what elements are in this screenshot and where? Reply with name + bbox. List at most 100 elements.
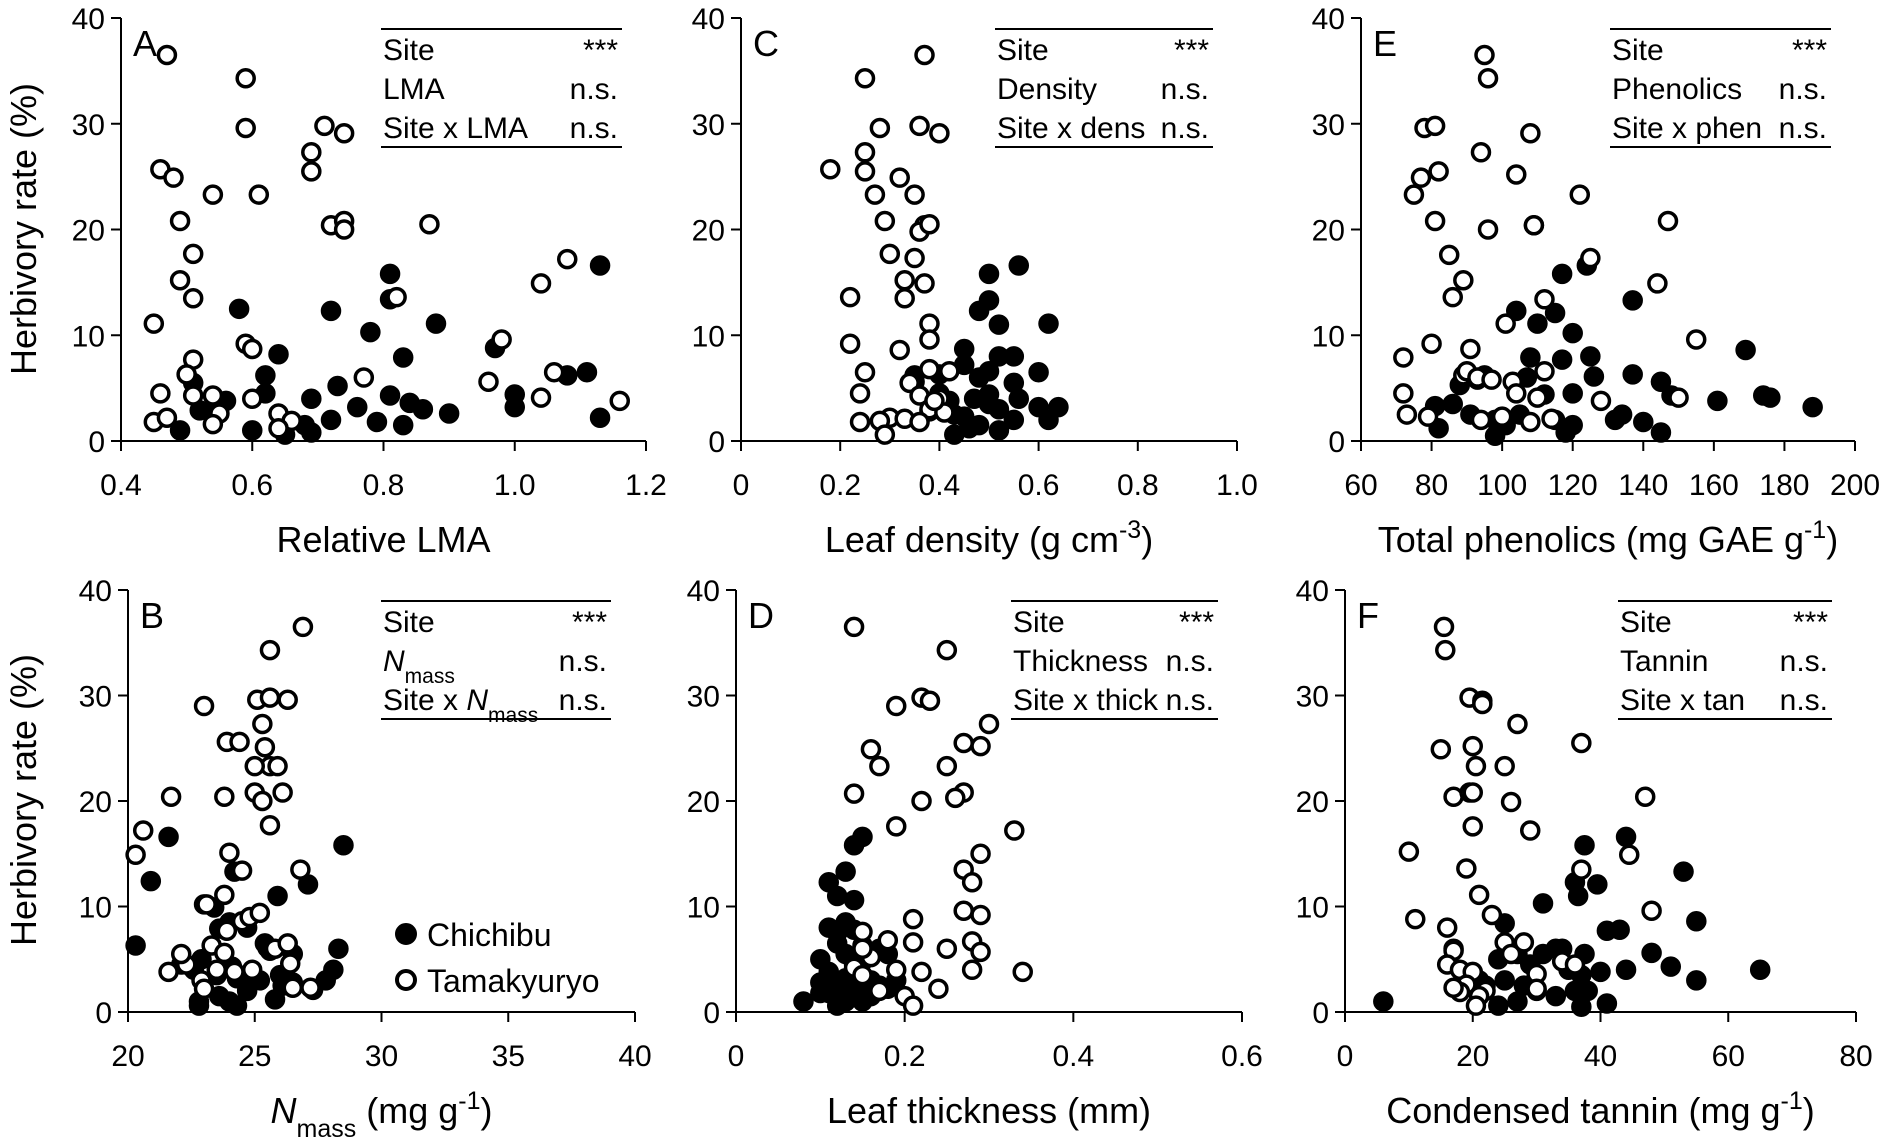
- x-tick-label: 0.8: [1117, 469, 1159, 502]
- point-tamakyuryo: [953, 900, 974, 921]
- point-chichibu: [1562, 322, 1583, 344]
- x-axis-label: Total phenolics (mg GAE g-1): [1378, 516, 1838, 560]
- point-chichibu: [347, 396, 368, 418]
- x-tick-label: 30: [365, 1040, 398, 1073]
- point-tamakyuryo: [924, 390, 945, 412]
- point-tamakyuryo: [1491, 406, 1513, 427]
- x-tick-label: 0.6: [231, 469, 273, 502]
- point-tamakyuryo: [1460, 338, 1481, 360]
- point-tamakyuryo: [231, 860, 253, 881]
- point-tamakyuryo: [849, 411, 871, 433]
- point-tamakyuryo: [419, 213, 440, 235]
- point-tamakyuryo: [1472, 693, 1493, 715]
- point-chichibu: [1615, 826, 1637, 848]
- point-tamakyuryo: [143, 313, 165, 334]
- point-tamakyuryo: [909, 411, 930, 433]
- y-axis-label-top: Herbivory rate (%): [3, 83, 44, 375]
- y-tick-label: 0: [88, 426, 105, 459]
- point-tamakyuryo: [970, 904, 991, 926]
- point-tamakyuryo: [1481, 369, 1502, 390]
- point-chichibu: [1373, 991, 1394, 1012]
- point-chichibu: [978, 360, 1000, 382]
- panel-letter: E: [1373, 23, 1397, 64]
- point-chichibu: [1532, 943, 1554, 965]
- point-chichibu: [1545, 985, 1567, 1007]
- point-tamakyuryo: [1398, 841, 1420, 862]
- stats-term: Nmass: [383, 645, 455, 688]
- point-tamakyuryo: [1506, 164, 1527, 185]
- point-chichibu: [958, 418, 980, 439]
- series-tamakyuryo: [1398, 616, 1662, 1016]
- point-tamakyuryo: [224, 961, 245, 983]
- x-tick-label: 0.4: [100, 469, 142, 502]
- point-chichibu: [1527, 313, 1548, 334]
- point-tamakyuryo: [1520, 411, 1541, 433]
- point-tamakyuryo: [1590, 390, 1612, 412]
- point-tamakyuryo: [1668, 387, 1689, 408]
- stats-significance: n.s.: [1779, 112, 1827, 145]
- stats-term: Site x LMA: [383, 112, 528, 145]
- point-chichibu: [1673, 861, 1694, 882]
- point-chichibu: [425, 313, 447, 334]
- y-tick-label: 30: [687, 681, 720, 714]
- point-chichibu: [268, 344, 289, 365]
- point-tamakyuryo: [314, 115, 335, 137]
- point-tamakyuryo: [259, 815, 281, 836]
- legend: Chichibu Tamakyuryo: [395, 917, 600, 999]
- point-chichibu: [1507, 991, 1528, 1012]
- point-chichibu: [1596, 993, 1618, 1014]
- point-tamakyuryo: [132, 820, 154, 841]
- point-chichibu: [1650, 422, 1672, 443]
- point-chichibu: [1611, 404, 1633, 425]
- point-tamakyuryo: [869, 117, 891, 139]
- x-tick-label: 180: [1759, 469, 1809, 502]
- point-tamakyuryo: [202, 385, 224, 406]
- point-tamakyuryo: [242, 388, 263, 409]
- point-tamakyuryo: [1534, 289, 1555, 310]
- point-tamakyuryo: [1465, 755, 1487, 777]
- point-tamakyuryo: [491, 329, 512, 350]
- series-tamakyuryo: [820, 44, 960, 445]
- series-chichibu: [1373, 826, 1771, 1017]
- point-chichibu: [576, 362, 598, 383]
- point-tamakyuryo: [902, 932, 924, 953]
- stats-table: Site *** Tannin n.s. Site x tan n.s.: [1618, 600, 1832, 720]
- stats-table: Site *** LMA n.s. Site x LMA n.s.: [381, 28, 622, 148]
- point-chichibu: [1571, 996, 1592, 1017]
- point-tamakyuryo: [301, 142, 322, 163]
- point-tamakyuryo: [1519, 820, 1541, 841]
- point-chichibu: [589, 255, 611, 276]
- point-chichibu: [1686, 911, 1707, 932]
- point-chichibu: [158, 826, 179, 848]
- point-chichibu: [1551, 349, 1573, 370]
- point-tamakyuryo: [292, 616, 314, 638]
- point-tamakyuryo: [267, 755, 288, 777]
- point-chichibu: [1506, 300, 1527, 322]
- point-chichibu: [843, 889, 865, 911]
- x-tick-label: 40: [1584, 1040, 1617, 1073]
- point-chichibu: [1484, 425, 1506, 446]
- point-tamakyuryo: [869, 980, 890, 1002]
- point-tamakyuryo: [902, 908, 924, 930]
- stats-table: Site *** Thickness n.s.Site x thick n.s.: [1011, 600, 1218, 720]
- y-tick-label: 0: [1328, 426, 1345, 459]
- stats-significance: n.s.: [570, 73, 618, 106]
- point-tamakyuryo: [1436, 917, 1458, 938]
- point-tamakyuryo: [914, 44, 935, 66]
- x-tick-label: 60: [1344, 469, 1377, 502]
- point-tamakyuryo: [1474, 44, 1495, 66]
- point-tamakyuryo: [1462, 735, 1483, 757]
- point-tamakyuryo: [182, 287, 204, 309]
- point-tamakyuryo: [1513, 932, 1535, 953]
- stats-term: Thickness: [1013, 645, 1148, 678]
- stats-significance: ***: [1174, 34, 1209, 67]
- x-tick-label: 0: [728, 1040, 745, 1073]
- x-axis-label: Condensed tannin (mg g-1): [1386, 1087, 1815, 1131]
- point-tamakyuryo: [843, 616, 865, 638]
- x-tick-label: 100: [1477, 469, 1527, 502]
- point-chichibu: [1686, 970, 1707, 991]
- point-tamakyuryo: [169, 210, 191, 232]
- point-tamakyuryo: [1442, 286, 1463, 308]
- x-tick-label: 1.0: [494, 469, 536, 502]
